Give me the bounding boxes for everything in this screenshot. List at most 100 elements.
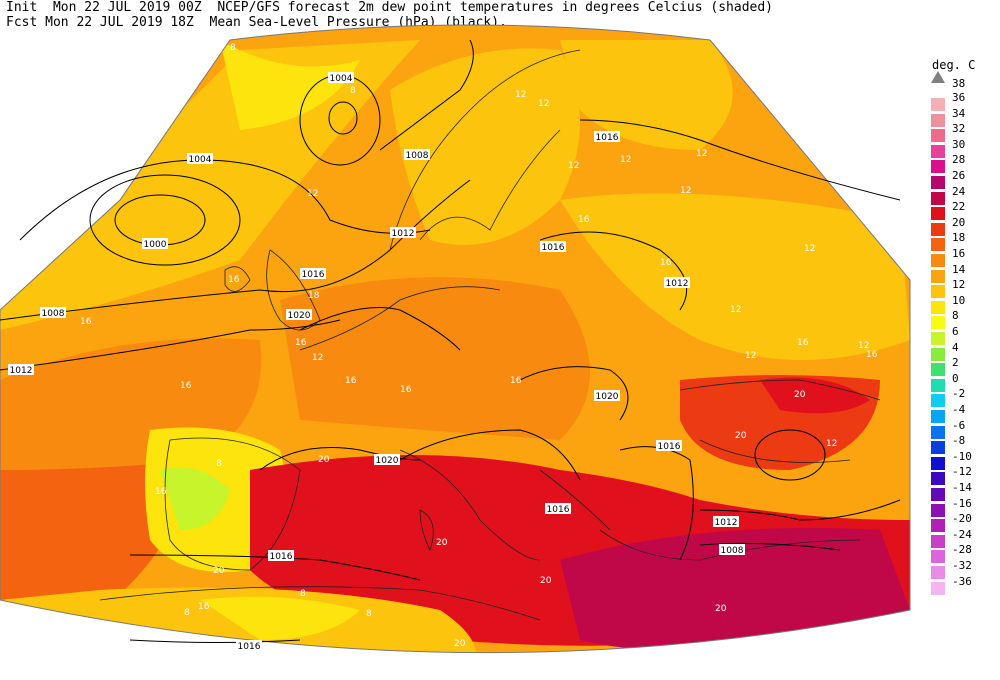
legend-swatch: [931, 222, 945, 236]
pressure-label: 1008: [40, 307, 66, 319]
legend-swatch: [931, 472, 945, 486]
svg-text:8: 8: [350, 86, 356, 96]
legend-label: 10: [952, 293, 966, 307]
legend-label: -24: [952, 527, 972, 541]
svg-text:12: 12: [680, 186, 691, 196]
legend-label: -20: [952, 512, 972, 526]
svg-text:1020: 1020: [376, 456, 399, 466]
svg-text:1016: 1016: [658, 442, 681, 452]
svg-text:16: 16: [866, 350, 878, 360]
legend-label: -8: [952, 434, 966, 448]
svg-text:20: 20: [318, 455, 330, 465]
pressure-label: 1016: [594, 131, 620, 143]
svg-text:18: 18: [308, 291, 320, 301]
triangle-up-icon: [931, 71, 945, 83]
pressure-label: 1016: [540, 241, 566, 253]
legend-label: 4: [952, 340, 959, 354]
legend-label: 2: [952, 356, 959, 370]
dewpoint-labels: 8 8 12 12 12 12 12 12 12 16 18 16 12 16 …: [80, 43, 878, 649]
legend-swatch: [931, 581, 945, 595]
pressure-label: 1012: [390, 227, 416, 239]
legend-swatch: [931, 534, 945, 548]
legend-swatch: [931, 207, 945, 221]
pressure-label: 1012: [713, 516, 739, 528]
svg-text:20: 20: [735, 431, 747, 441]
legend-label: -36: [952, 574, 972, 588]
legend-label: 24: [952, 184, 966, 198]
pressure-label: 1016: [268, 550, 294, 562]
svg-text:20: 20: [715, 604, 727, 614]
svg-text:8: 8: [230, 43, 236, 53]
svg-text:12: 12: [538, 99, 549, 109]
legend-label: -16: [952, 496, 972, 510]
svg-text:1016: 1016: [270, 552, 293, 562]
svg-text:12: 12: [745, 351, 756, 361]
legend-label: 20: [952, 215, 966, 229]
pressure-label: 1016: [656, 440, 682, 452]
legend-label: -10: [952, 449, 972, 463]
svg-text:1004: 1004: [189, 155, 212, 165]
legend-label: 18: [952, 231, 966, 245]
svg-text:1016: 1016: [542, 243, 565, 253]
svg-text:1012: 1012: [392, 229, 415, 239]
legend-swatch: [931, 363, 945, 377]
pressure-label: 1016: [300, 268, 326, 280]
pressure-label: 1020: [286, 309, 312, 321]
pressure-label: 1012: [664, 277, 690, 289]
svg-text:1012: 1012: [666, 279, 689, 289]
pressure-label: 1012: [8, 364, 34, 376]
svg-text:1000: 1000: [144, 240, 167, 250]
legend-label: 22: [952, 200, 966, 214]
legend-swatch: [931, 550, 945, 564]
svg-text:20: 20: [213, 566, 225, 576]
legend-swatch: [931, 129, 945, 143]
svg-text:16: 16: [180, 381, 192, 391]
legend-label: 32: [952, 122, 966, 136]
pressure-label: 1020: [594, 390, 620, 402]
legend-label: -32: [952, 559, 972, 572]
legend-swatch: [931, 347, 945, 361]
legend-swatch: [931, 238, 945, 252]
legend-swatch: [931, 503, 945, 517]
svg-text:1020: 1020: [288, 311, 311, 321]
legend-label: 26: [952, 169, 966, 182]
legend-label: -14: [952, 481, 972, 494]
svg-text:12: 12: [730, 305, 741, 315]
header-line-init: Init Mon 22 JUL 2019 00Z NCEP/GFS foreca…: [6, 0, 774, 15]
legend-label: 36: [952, 91, 966, 104]
legend-label: -28: [952, 543, 972, 557]
isobars: [0, 39, 901, 643]
svg-text:16: 16: [228, 275, 240, 285]
legend-swatch: [931, 410, 945, 423]
pressure-label: 1008: [719, 544, 745, 556]
svg-text:1016: 1016: [547, 505, 570, 515]
legend-swatch: [931, 519, 945, 533]
svg-text:8: 8: [300, 589, 306, 599]
legend-unit: deg. C: [932, 58, 976, 72]
legend-top-label: 38: [952, 77, 966, 90]
svg-text:1004: 1004: [330, 74, 353, 84]
svg-text:16: 16: [198, 602, 210, 612]
legend-label: 16: [952, 247, 966, 260]
svg-text:1008: 1008: [406, 151, 429, 161]
legend-label: 8: [952, 309, 959, 323]
svg-text:20: 20: [436, 538, 448, 548]
legend-swatch: [931, 378, 945, 392]
legend-label: -2: [952, 387, 966, 401]
legend-swatch: [931, 425, 945, 439]
svg-text:1008: 1008: [42, 309, 65, 319]
legend-label: -4: [952, 403, 966, 416]
legend-swatch: [931, 254, 945, 267]
legend-label: -12: [952, 465, 972, 479]
legend-swatch: [931, 394, 945, 408]
legend-swatch: [931, 113, 945, 127]
legend-swatch: [931, 191, 945, 205]
legend-swatch: [931, 300, 945, 314]
svg-text:12: 12: [307, 189, 318, 199]
legend-label: 30: [952, 137, 966, 151]
coastlines: [99, 49, 881, 621]
pressure-label: 1000: [142, 238, 168, 250]
svg-text:8: 8: [366, 609, 372, 619]
legend-swatch: [931, 98, 945, 111]
